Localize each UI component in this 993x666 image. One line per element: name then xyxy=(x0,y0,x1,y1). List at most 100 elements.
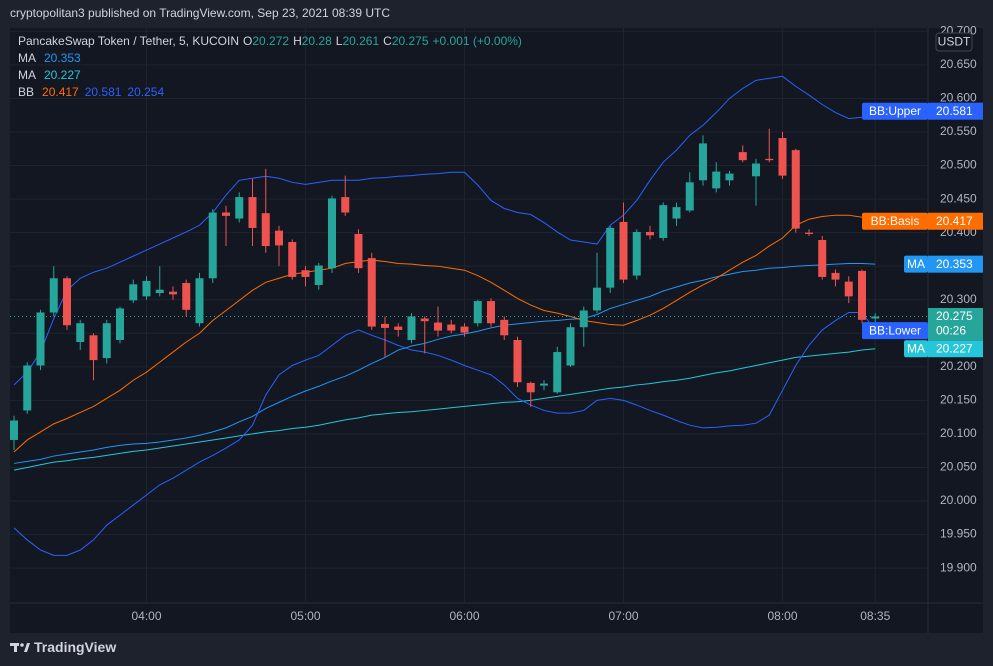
ohlc-label: O xyxy=(243,34,252,48)
candle-body xyxy=(354,233,363,269)
badge-name: MA xyxy=(907,257,925,271)
last-price-badge xyxy=(928,308,983,341)
candle-body xyxy=(420,318,429,322)
symbol: PancakeSwap Token / Tether, 5, KUCOIN xyxy=(18,34,239,48)
publisher: cryptopolitan3 published on TradingView.… xyxy=(10,6,390,20)
candle-body xyxy=(606,227,615,288)
ohlc-label: H xyxy=(293,34,302,48)
legend-value: 20.581 xyxy=(85,85,122,99)
indicator-line xyxy=(13,214,876,453)
candle-body xyxy=(699,143,707,181)
legend-name: MA xyxy=(18,68,36,82)
candle-body xyxy=(685,182,694,211)
candle-body xyxy=(116,308,124,340)
candle-body xyxy=(169,291,177,295)
candle-body xyxy=(381,323,389,328)
y-tick-label: 20.300 xyxy=(940,292,977,306)
y-tick-label: 20.500 xyxy=(940,158,977,172)
y-tick-label: 20.100 xyxy=(940,426,977,440)
logo-part xyxy=(20,643,24,647)
legend-entry: BB 20.417 20.581 20.254 xyxy=(18,85,164,99)
badge-name: BB:Basis xyxy=(871,214,920,228)
badge-value: 20.227 xyxy=(936,341,973,355)
badge-value: 20.581 xyxy=(936,104,973,118)
logo-part xyxy=(14,643,17,652)
legend-entry: MA 20.227 xyxy=(18,68,81,82)
candle-body xyxy=(725,173,734,181)
candle-body xyxy=(341,197,350,213)
candle-body xyxy=(195,278,204,324)
candle-body xyxy=(76,323,85,343)
candle-body xyxy=(142,280,151,297)
badge-value-box xyxy=(928,255,983,273)
x-tick-label: 04:00 xyxy=(131,609,161,623)
candle-body xyxy=(500,319,509,336)
candle-body xyxy=(632,231,641,276)
candle-body xyxy=(394,326,403,330)
indicator-line xyxy=(13,311,876,556)
legend-value: 20.227 xyxy=(44,68,81,82)
candle-body xyxy=(248,197,257,228)
candle-body xyxy=(261,213,270,247)
axes: 19.900 19.950 20.000 20.050 20.100 20.150 20.2… xyxy=(131,24,983,623)
legend-value: 20.353 xyxy=(44,51,81,65)
x-tick-label: 06:00 xyxy=(449,609,479,623)
candle-body xyxy=(460,326,469,333)
candle-body xyxy=(831,272,840,280)
candle-body xyxy=(738,152,747,161)
candle-body xyxy=(513,339,522,383)
ohlc-value: 20.261 xyxy=(342,34,379,48)
y-tick-label: 20.200 xyxy=(940,359,977,373)
countdown: 00:26 xyxy=(936,324,966,338)
ohlc-label: L xyxy=(336,34,343,48)
y-tick-label: 20.050 xyxy=(940,460,977,474)
candle-body xyxy=(818,240,827,277)
x-tick-label: 05:00 xyxy=(290,609,320,623)
candle-body xyxy=(844,281,853,297)
candle-body xyxy=(765,158,774,161)
badge-value-box xyxy=(928,102,983,120)
badge-name-box xyxy=(862,212,928,230)
candle-body xyxy=(579,310,588,328)
legend-name: BB xyxy=(18,85,34,99)
plot xyxy=(10,75,928,556)
ohlc-value: 20.28 xyxy=(302,34,332,48)
badge-value: 20.417 xyxy=(936,214,973,228)
candle-body xyxy=(288,242,297,277)
candle-body xyxy=(526,382,535,393)
candle-body xyxy=(208,212,217,279)
candle-body xyxy=(791,150,800,229)
candle-body xyxy=(275,230,283,246)
candle-body xyxy=(566,327,575,366)
last-price: 20.275 xyxy=(936,309,973,323)
candle-body xyxy=(407,316,416,340)
change: +0.001 (+0.00%) xyxy=(433,34,522,48)
chart-pane xyxy=(10,28,983,633)
currency-box[interactable] xyxy=(935,32,973,52)
ohlc-label: C xyxy=(383,34,392,48)
brand: TradingView xyxy=(34,639,116,655)
badge-name-box xyxy=(862,102,928,120)
candle-body xyxy=(778,138,787,176)
logo-part xyxy=(24,643,30,652)
badge-name: MA xyxy=(907,341,925,355)
candle-body xyxy=(23,365,32,411)
candle-body xyxy=(805,232,813,234)
candle-body xyxy=(858,270,866,320)
candle-body xyxy=(89,335,98,361)
badge-value: 20.353 xyxy=(936,257,973,271)
y-tick-label: 20.550 xyxy=(940,124,977,138)
y-tick-label: 20.150 xyxy=(940,393,977,407)
candle-body xyxy=(487,301,495,324)
candle-body xyxy=(49,278,58,313)
brand-logo xyxy=(10,643,30,652)
ohlc-value: 20.275 xyxy=(392,34,429,48)
candle-body xyxy=(328,198,336,269)
candle-body xyxy=(752,163,760,177)
candle-body xyxy=(672,207,681,219)
candle-body xyxy=(367,258,376,327)
legend: PancakeSwap Token / Tether, 5, KUCOIN O 20… xyxy=(18,34,522,99)
candle-body xyxy=(712,171,721,189)
indicator-line xyxy=(13,75,876,386)
